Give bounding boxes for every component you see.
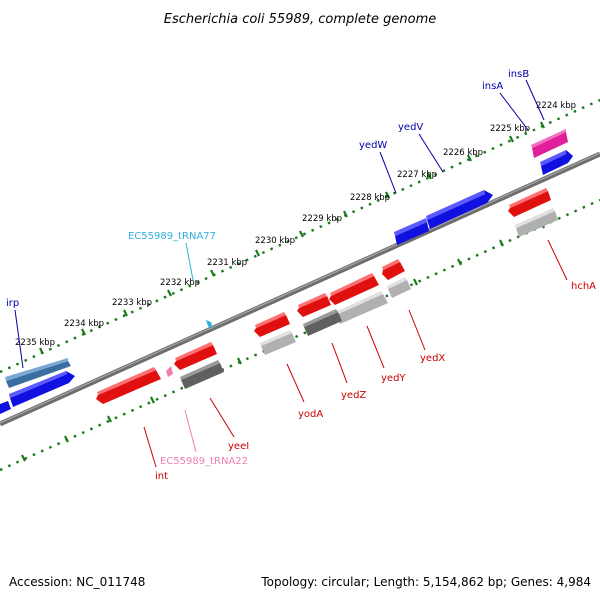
kbp-label: 2230 kbp [255, 236, 295, 246]
kbp-label: 2235 kbp [15, 338, 55, 348]
gene-label-yedV[interactable]: yedV [398, 122, 423, 133]
gene-label-yedZ[interactable]: yedZ [341, 390, 366, 401]
trna77-marker[interactable] [206, 320, 213, 330]
kbp-label: 2229 kbp [302, 214, 342, 224]
genome-backbone [0, 151, 600, 427]
gene-yedX-block[interactable] [382, 259, 411, 298]
gene-yedV-block[interactable] [426, 190, 493, 229]
gene-label-hchA[interactable]: hchA [571, 281, 596, 292]
gene-label-insA[interactable]: insA [482, 81, 503, 92]
kbp-label: 2232 kbp [160, 278, 200, 288]
kbp-label: 2227 kbp [397, 170, 437, 180]
gene-label-yedX[interactable]: yedX [420, 353, 445, 364]
gene-label-yodA[interactable]: yodA [298, 409, 323, 420]
gene-label-yeeI[interactable]: yeeI [228, 441, 249, 452]
kbp-label: 2226 kbp [443, 148, 483, 158]
gene-label-yedW[interactable]: yedW [359, 140, 387, 151]
kbp-label: 2233 kbp [112, 298, 152, 308]
gene-insA-block[interactable] [531, 129, 568, 158]
kbp-label: 2234 kbp [64, 319, 104, 329]
gene-int-block[interactable] [96, 367, 161, 404]
topology-text: Topology: circular; Length: 5,154,862 bp… [260, 575, 591, 589]
major-ticks [21, 121, 545, 462]
label-connectors [14, 79, 568, 468]
map-title: Escherichia coli 55989, complete genome [164, 12, 436, 27]
kbp-labels: 2224 kbp 2225 kbp 2226 kbp 2227 kbp 2228… [15, 101, 576, 348]
gene-label-insB[interactable]: insB [508, 69, 529, 80]
gene-yedZ-block[interactable] [297, 293, 342, 336]
kbp-label: 2225 kbp [490, 124, 530, 134]
kbp-label: 2224 kbp [536, 101, 576, 111]
inner-tick-ring [0, 198, 600, 472]
accession-text: Accession: NC_011748 [9, 575, 145, 589]
gene-labels: insB insA yedV yedW EC55989_tRNA77 irp h… [6, 69, 596, 482]
kbp-label: 2231 kbp [207, 258, 247, 268]
gene-insB-block[interactable] [540, 150, 573, 175]
gene-label-trna22[interactable]: EC55989_tRNA22 [160, 456, 248, 467]
gene-hchA-block[interactable] [508, 188, 558, 237]
outer-tick-ring [0, 98, 600, 374]
gene-label-int[interactable]: int [155, 471, 168, 482]
gene-yodA-block[interactable] [254, 312, 296, 355]
gene-irp-block[interactable] [0, 358, 75, 414]
gene-yedW-block[interactable] [394, 218, 429, 245]
gene-label-yedY[interactable]: yedY [381, 373, 406, 384]
gene-label-irp[interactable]: irp [6, 298, 19, 309]
gene-label-trna77[interactable]: EC55989_tRNA77 [128, 231, 216, 242]
kbp-label: 2228 kbp [350, 193, 390, 203]
gene-yeeI-block[interactable] [174, 342, 224, 389]
trna22-marker[interactable] [166, 366, 173, 377]
gene-yedY-block[interactable] [329, 273, 388, 324]
